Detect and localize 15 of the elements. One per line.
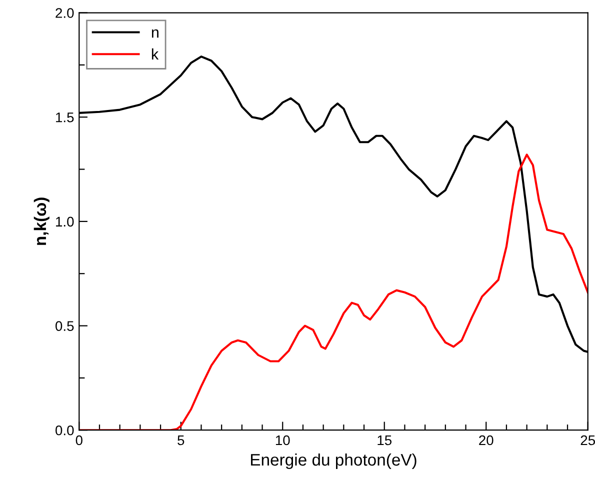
x-tick-label: 15	[378, 435, 392, 446]
legend-label: n	[152, 29, 158, 38]
y-tick-label: 0.0	[56, 425, 74, 436]
y-axis-title: n,k(ω)	[34, 198, 50, 245]
y-tick-label: 1.0	[56, 216, 74, 227]
x-tick-label: 5	[178, 435, 184, 446]
x-axis-title: Energie du photon(eV)	[251, 453, 416, 470]
y-tick-label: 1.5	[56, 112, 74, 122]
x-tick-label: 20	[479, 435, 494, 446]
y-tick-label: 2.0	[56, 8, 74, 18]
x-tick-label: 10	[276, 435, 290, 446]
legend-label: k	[152, 48, 159, 60]
x-tick-label: 0	[76, 435, 82, 446]
y-tick-label: 0.5	[56, 321, 74, 331]
x-tick-label: 25	[580, 435, 595, 446]
